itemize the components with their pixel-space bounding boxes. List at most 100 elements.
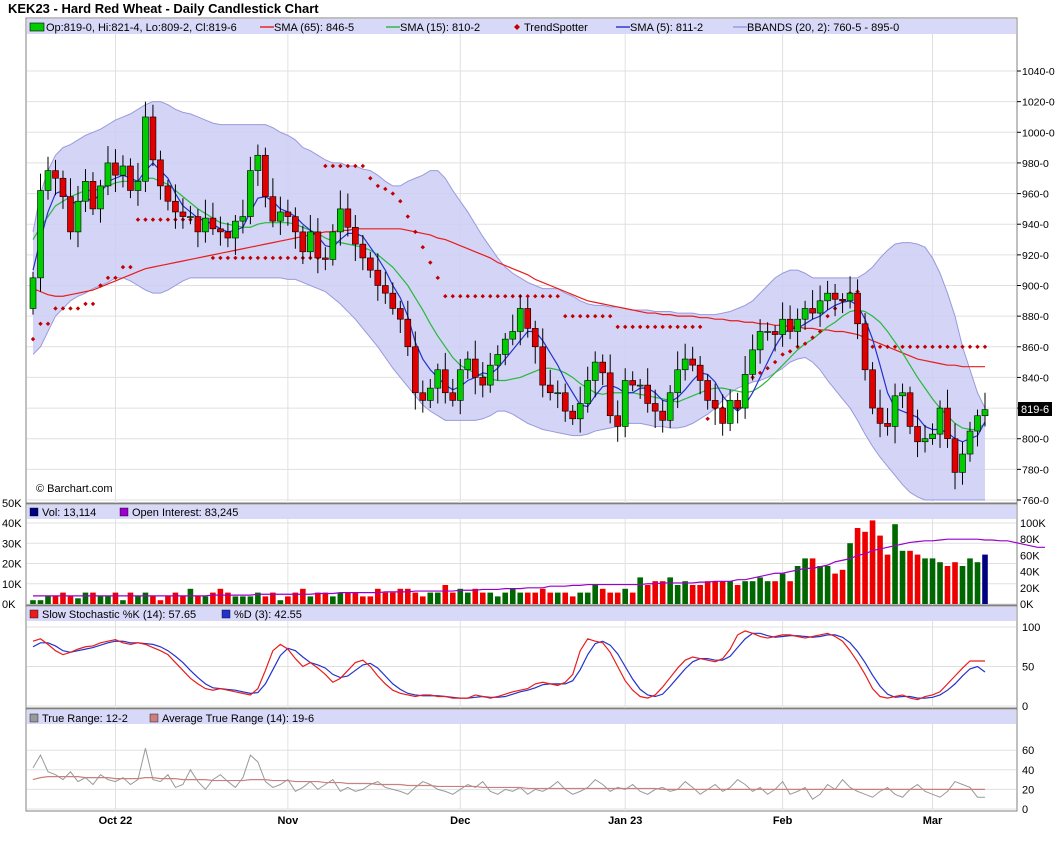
trendspotter-marker [150,217,156,222]
volume-bar [974,562,981,604]
volume-bar [652,581,658,604]
volume-bar [749,581,756,604]
candle-body [82,181,89,202]
volume-bar [330,596,336,604]
volume-bar [914,554,921,604]
candle-body [464,358,472,371]
trendspotter-marker [705,416,710,421]
trendspotter-marker [982,344,988,349]
candle-body [509,331,517,340]
candle-body [629,380,636,386]
trendspotter-marker [885,344,890,349]
volume-bar [210,592,216,604]
candle-body [846,292,854,302]
volume-bar [202,596,209,604]
volume-bar [659,581,666,604]
volume-bar [644,585,651,604]
sma65-line [32,228,985,368]
trendspotter-marker [90,301,96,307]
bband-lower [32,277,985,501]
volume-bar [217,588,224,604]
trendspotter-marker [98,283,103,288]
candle-body [974,415,981,432]
candle-body [329,231,337,260]
candle-body [501,338,509,355]
volume-bar [734,585,741,604]
trendspotter-marker [473,294,478,299]
trendspotter-marker [338,163,343,169]
trendspotter-marker [255,255,261,261]
volume-bar [697,585,703,604]
volume-bar [922,558,928,604]
legend-swatch [514,24,520,30]
trendspotter-marker [607,313,613,319]
candle-body [217,228,224,233]
volume-bar [554,592,561,604]
candle-body [914,426,921,443]
volume-bar [877,535,883,604]
trendspotter-marker [368,176,373,181]
volume-bar [532,592,539,604]
trendspotter-marker [375,183,381,189]
trendspotter-marker [667,324,673,330]
chart-title: KEK23 - Hard Red Wheat - Daily Candlesti… [8,1,319,16]
trendspotter-marker [533,294,538,299]
candle-body [104,162,112,187]
trendspotter-marker [510,294,515,299]
candle-body [142,116,149,182]
true-range-panel [25,708,1018,812]
volume-bar [584,592,591,604]
volume-bar [929,558,936,604]
candle-body [411,346,419,394]
volume-bar [787,581,793,604]
price-tick-label: 980-0 [1022,158,1049,170]
price-legend: Op:819-0, Hi:821-4, Lo:809-2, Cl:819-6 SM… [29,22,899,34]
candle-body [239,216,247,222]
trendspotter-marker [525,294,530,299]
legend-label: True Range: 12-2 [42,713,128,725]
trendspotter-marker [780,352,785,357]
trendspotter-marker [690,324,695,330]
volume-bar [195,596,201,604]
legend-label: %D (3): 42.55 [234,609,302,621]
candle-body [67,196,74,233]
volume-bar [405,588,411,604]
candle-body [524,308,532,329]
volume-bar [352,592,359,604]
last-price-label: 819-6 [1021,404,1049,416]
trendspotter-marker [293,255,298,261]
volume-bar [240,596,246,604]
volume-bar [772,581,778,604]
trendspotter-marker [907,344,913,349]
volume-bar [674,585,681,604]
candle-body [981,409,989,417]
candle-body [839,298,846,302]
volume-bar [809,558,816,604]
volume-bar [67,596,74,604]
candle-body [374,269,382,286]
volume-bar [97,596,104,604]
candle-body [434,369,442,389]
volume-bar [127,592,134,604]
volume-bar [397,588,404,604]
candle-body [97,185,104,210]
trendspotter-marker [892,344,898,349]
candle-body [112,162,119,176]
candle-body [779,318,786,335]
candle-body [809,308,816,314]
volume-bar [982,554,988,604]
candle-body [352,226,359,245]
volume-bar [135,596,141,604]
candle-body [322,257,329,260]
candle-body [74,200,82,233]
candle-body [689,358,696,366]
volume-bar [390,592,396,604]
trendspotter-marker [218,255,223,261]
trendspotter-marker [165,217,171,222]
volume-bar [315,592,321,604]
candle-body [164,185,172,202]
candle-body [719,407,726,424]
trendspotter-marker [555,294,560,299]
volume-bar [457,588,464,604]
volume-legend: Vol: 13,114 Open Interest: 83,245 [29,507,238,519]
